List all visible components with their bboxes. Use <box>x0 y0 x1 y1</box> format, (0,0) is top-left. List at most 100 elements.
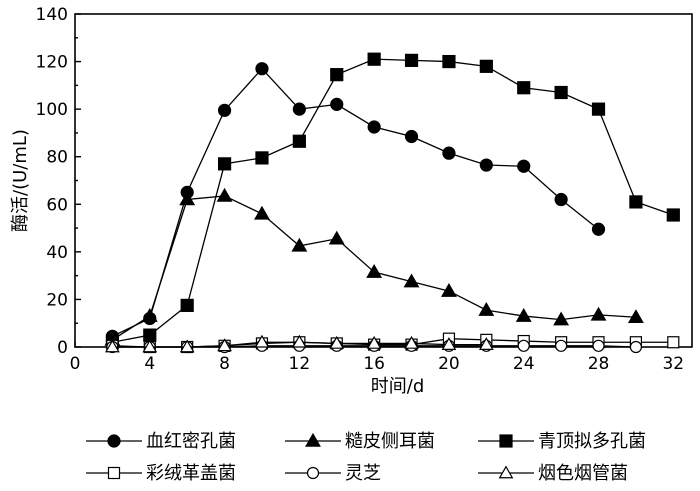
data-point <box>629 195 643 209</box>
legend-label: 青顶拟多孔菌 <box>538 431 646 452</box>
y-tick-label: 140 <box>36 5 68 25</box>
legend-item: 烟色烟管菌 <box>478 463 628 484</box>
x-tick-label: 12 <box>289 354 311 374</box>
data-point <box>292 102 306 116</box>
data-point <box>142 339 158 353</box>
x-tick-label: 28 <box>588 354 610 374</box>
data-point <box>478 302 495 316</box>
data-point <box>216 187 233 202</box>
legend-marker <box>306 466 320 480</box>
data-point <box>217 338 232 352</box>
data-point <box>403 273 420 288</box>
data-point <box>179 339 195 353</box>
data-point <box>367 52 381 66</box>
y-tick-label: 100 <box>36 100 68 120</box>
data-point <box>330 68 344 82</box>
data-point <box>554 192 568 207</box>
legend-item: 糙皮侧耳菌 <box>285 431 435 452</box>
data-point <box>367 120 381 134</box>
data-point <box>517 159 531 173</box>
data-point <box>179 191 196 206</box>
legend-item: 彩绒革盖菌 <box>86 463 236 484</box>
legend-label: 血红密孔菌 <box>146 431 236 452</box>
data-point <box>254 334 270 348</box>
y-tick-label: 0 <box>57 338 68 358</box>
series-layer <box>104 52 680 354</box>
data-point <box>404 129 419 144</box>
data-point <box>479 59 493 73</box>
y-tick-label: 120 <box>36 53 68 73</box>
data-point <box>217 157 232 171</box>
data-point <box>254 205 270 220</box>
legend-label: 烟色烟管菌 <box>538 463 628 484</box>
data-point <box>180 298 194 312</box>
data-point <box>366 335 382 349</box>
legend-label: 彩绒革盖菌 <box>146 463 236 484</box>
plot-frame <box>74 13 693 348</box>
data-point <box>141 307 158 322</box>
data-point <box>404 53 419 67</box>
legend-marker <box>107 434 121 448</box>
series-2 <box>104 187 644 346</box>
data-point <box>291 237 308 252</box>
data-point <box>442 146 456 160</box>
data-point <box>553 311 570 326</box>
legend-item: 灵芝 <box>285 463 381 484</box>
series-line <box>112 58 674 343</box>
y-tick-label: 20 <box>46 290 68 310</box>
legend-item: 青顶拟多孔菌 <box>478 431 646 452</box>
data-point <box>517 81 531 95</box>
x-tick-label: 4 <box>144 354 155 374</box>
data-point <box>666 208 680 222</box>
x-tick-label: 16 <box>363 354 385 374</box>
y-tick-label: 60 <box>46 195 68 215</box>
x-tick-label: 20 <box>438 354 460 374</box>
legend-marker <box>499 434 513 448</box>
data-point <box>366 263 383 278</box>
legend-item: 血红密孔菌 <box>86 431 236 452</box>
y-axis-title: 酶活/(U/mL) <box>10 129 31 232</box>
data-point <box>143 328 157 342</box>
data-point <box>442 54 456 69</box>
data-point <box>330 97 344 111</box>
x-tick-label: 32 <box>662 354 684 374</box>
data-point <box>255 151 269 165</box>
x-tick-label: 8 <box>219 354 230 374</box>
y-tick-label: 80 <box>46 148 68 168</box>
data-point <box>292 134 306 148</box>
data-point <box>517 339 530 352</box>
legend-label: 灵芝 <box>345 463 381 484</box>
legend-marker <box>498 465 514 479</box>
data-point <box>515 307 532 322</box>
data-point <box>441 337 457 350</box>
data-point <box>217 103 232 117</box>
data-point <box>555 339 568 352</box>
series-6 <box>105 334 494 353</box>
data-point <box>627 309 644 324</box>
data-point <box>292 334 307 348</box>
data-point <box>590 306 607 321</box>
x-tick-label: 24 <box>513 354 535 374</box>
data-point <box>329 335 345 349</box>
data-point <box>255 62 269 76</box>
legend-label: 糙皮侧耳菌 <box>345 431 435 452</box>
data-point <box>479 158 493 172</box>
data-point <box>629 340 643 354</box>
legend-marker <box>305 432 321 447</box>
data-point <box>591 222 606 236</box>
data-point <box>667 336 680 349</box>
data-point <box>328 230 345 245</box>
data-point <box>478 337 494 350</box>
data-point <box>554 85 568 100</box>
data-point <box>592 339 605 352</box>
y-tick-label: 40 <box>46 243 68 263</box>
data-point <box>404 335 419 349</box>
x-axis-title: 时间/d <box>371 376 425 397</box>
data-point <box>105 339 120 353</box>
data-point <box>591 102 606 116</box>
data-point <box>441 282 457 297</box>
x-tick-label: 0 <box>70 354 81 374</box>
